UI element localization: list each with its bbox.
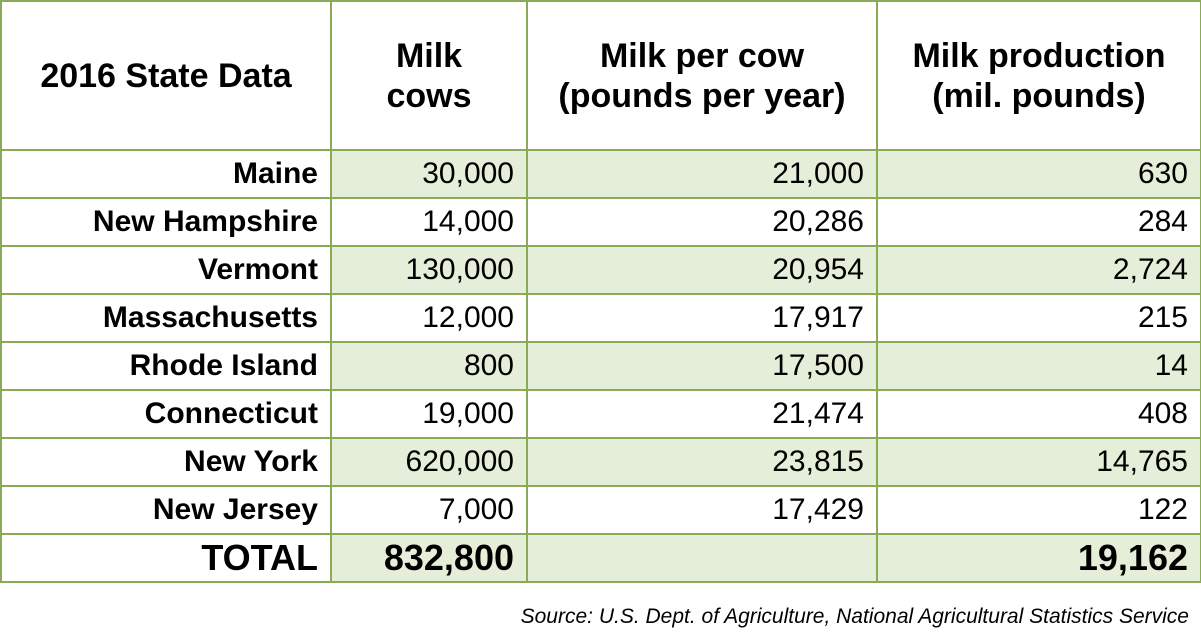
- row-state: New York: [0, 437, 332, 487]
- row-milk-production: 284: [876, 197, 1201, 247]
- row-milk-per-cow: 20,954: [526, 245, 878, 295]
- row-milk-production: 122: [876, 485, 1201, 535]
- row-milk-per-cow: 23,815: [526, 437, 878, 487]
- row-milk-production: 215: [876, 293, 1201, 343]
- header-milk-per-cow: Milk per cow (pounds per year): [526, 0, 878, 151]
- table-row: Vermont 130,000 20,954 2,724: [0, 245, 1201, 295]
- header-row: 2016 State Data Milk cows Milk per cow (…: [0, 0, 1201, 151]
- row-milk-cows: 19,000: [330, 389, 528, 439]
- total-milk-production: 19,162: [876, 533, 1201, 583]
- row-milk-production: 630: [876, 149, 1201, 199]
- row-milk-cows: 130,000: [330, 245, 528, 295]
- milk-data-table: 2016 State Data Milk cows Milk per cow (…: [0, 0, 1201, 583]
- header-milk-cows: Milk cows: [330, 0, 528, 151]
- table-row: Rhode Island 800 17,500 14: [0, 341, 1201, 391]
- row-state: Connecticut: [0, 389, 332, 439]
- row-state: Rhode Island: [0, 341, 332, 391]
- row-milk-production: 408: [876, 389, 1201, 439]
- table-row: Maine 30,000 21,000 630: [0, 149, 1201, 199]
- total-milk-per-cow: [526, 533, 878, 583]
- row-milk-cows: 7,000: [330, 485, 528, 535]
- table-row: New Jersey 7,000 17,429 122: [0, 485, 1201, 535]
- row-state: New Jersey: [0, 485, 332, 535]
- source-note: Source: U.S. Dept. of Agriculture, Natio…: [520, 605, 1189, 628]
- row-milk-cows: 14,000: [330, 197, 528, 247]
- row-milk-per-cow: 20,286: [526, 197, 878, 247]
- table-row: Massachusetts 12,000 17,917 215: [0, 293, 1201, 343]
- row-milk-per-cow: 21,000: [526, 149, 878, 199]
- total-row: TOTAL 832,800 19,162: [0, 533, 1201, 583]
- row-milk-production: 14,765: [876, 437, 1201, 487]
- header-state: 2016 State Data: [0, 0, 332, 151]
- row-milk-production: 14: [876, 341, 1201, 391]
- row-milk-cows: 800: [330, 341, 528, 391]
- row-state: Maine: [0, 149, 332, 199]
- row-milk-per-cow: 17,429: [526, 485, 878, 535]
- total-milk-cows: 832,800: [330, 533, 528, 583]
- table-row: New Hampshire 14,000 20,286 284: [0, 197, 1201, 247]
- row-state: Massachusetts: [0, 293, 332, 343]
- row-milk-cows: 12,000: [330, 293, 528, 343]
- row-state: Vermont: [0, 245, 332, 295]
- table-row: Connecticut 19,000 21,474 408: [0, 389, 1201, 439]
- row-milk-cows: 30,000: [330, 149, 528, 199]
- row-milk-per-cow: 17,917: [526, 293, 878, 343]
- table-row: New York 620,000 23,815 14,765: [0, 437, 1201, 487]
- header-milk-production: Milk production (mil. pounds): [876, 0, 1201, 151]
- row-state: New Hampshire: [0, 197, 332, 247]
- row-milk-production: 2,724: [876, 245, 1201, 295]
- row-milk-per-cow: 21,474: [526, 389, 878, 439]
- row-milk-per-cow: 17,500: [526, 341, 878, 391]
- row-milk-cows: 620,000: [330, 437, 528, 487]
- total-label: TOTAL: [0, 533, 332, 583]
